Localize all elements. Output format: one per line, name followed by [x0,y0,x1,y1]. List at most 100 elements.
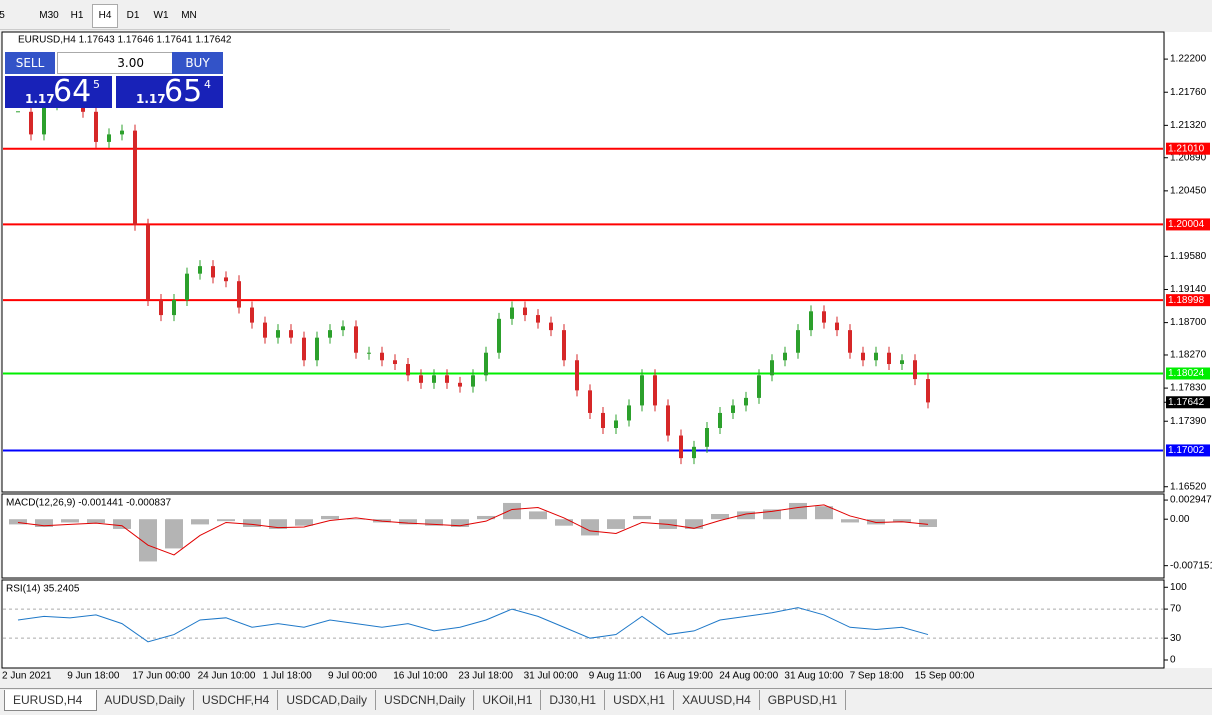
candle [458,382,462,387]
tab[interactable]: USDCAD,Daily [278,690,377,710]
candle [822,311,826,323]
tab[interactable]: EURUSD,H4 [4,690,98,711]
y-tick-label: 1.17390 [1170,416,1207,427]
level-tag [1166,218,1210,231]
bid-sup: 5 [93,78,100,91]
candle [354,326,358,353]
x-tick-label: 16 Aug 19:00 [654,671,713,682]
candle [133,130,137,225]
y-tick-label: 1.16520 [1170,481,1207,492]
candle [328,330,332,338]
tab-bar [0,688,1212,715]
candle [367,352,371,354]
candle [900,360,904,365]
candle [575,360,579,391]
candle [874,352,878,361]
timeframe-button[interactable]: 5 [0,10,5,21]
macd-bar [867,519,885,525]
y-tick-label: 1.21320 [1170,120,1207,131]
candle [536,315,540,323]
candle [861,352,865,361]
macd-bar [893,519,911,523]
level-tag [1166,142,1210,155]
volume-input[interactable]: 3.00 [57,52,175,74]
rsi-frame [1,579,1165,669]
y-tick-label: 30 [1170,633,1182,644]
y-tick-label: 1.19580 [1170,251,1207,262]
macd-bar [789,502,807,520]
tab[interactable]: USDCHF,H4 [194,690,279,710]
y-tick-label: 0 [1170,655,1176,666]
candle [42,104,46,135]
y-tick-label: 1.17830 [1170,383,1207,394]
macd-bar [217,519,235,522]
macd-bar [711,514,729,520]
y-tick-label: 1.21760 [1170,87,1207,98]
tab[interactable]: USDCNH,Daily [376,690,475,710]
macd-bar [191,519,209,525]
rsi-title: RSI(14) 35.2405 [6,584,80,595]
tab[interactable]: DJ30,H1 [541,690,606,710]
macd-bar [685,519,703,529]
candle [705,428,709,447]
x-tick-label: 2 Jun 2021 [2,671,52,682]
candle [835,322,839,331]
candle [211,266,215,278]
candle [913,360,917,380]
x-tick-label: 24 Aug 00:00 [719,671,778,682]
candle [302,337,306,361]
candle [692,446,696,459]
candle [484,352,488,376]
level-tag [1166,367,1210,380]
macd-bar [555,519,573,526]
bid-price[interactable]: 1.17 64 5 [5,74,112,109]
x-tick-label: 17 Jun 00:00 [132,671,190,682]
timeframe-button[interactable]: W1 [153,10,169,21]
current-tag [1166,396,1210,409]
timeframe-button[interactable]: M30 [39,10,59,21]
timeframe-button[interactable]: MN [181,10,197,21]
toolbar: 5 M30 H1 H4 D1 W1 MN [0,0,450,30]
macd-frame [1,493,1165,579]
macd-bar [607,519,625,529]
candle [276,330,280,338]
symbol-title: EURUSD,H4 1.17643 1.17646 1.17641 1.1764… [18,35,232,46]
bid-prefix: 1.17 [25,92,55,106]
tab[interactable]: UKOil,H1 [474,690,542,710]
buy-button[interactable]: BUY [172,52,223,74]
candle [198,266,202,274]
macd-bar [477,515,495,520]
macd-bar [633,515,651,520]
timeframe-button[interactable]: D1 [126,10,140,21]
candle [315,337,319,361]
timeframe-button[interactable]: H1 [70,10,84,21]
tab[interactable]: GBPUSD,H1 [760,690,847,710]
sell-button[interactable]: SELL [5,52,55,74]
candle [718,412,722,429]
y-tick-label: 0.002947 [1170,495,1212,506]
tab[interactable]: USDX,H1 [605,690,675,710]
candle [29,111,33,135]
candle [549,322,553,331]
ask-price[interactable]: 1.17 65 4 [116,74,223,109]
candle [94,111,98,142]
candle [471,375,475,387]
macd-bar [9,519,27,525]
tab[interactable]: XAUUSD,H4 [674,690,760,710]
y-tick-label: 1.18700 [1170,317,1207,328]
macd-bar [321,515,339,520]
candle [120,130,124,135]
candle [679,435,683,459]
candle [601,412,605,429]
candle [406,364,410,376]
y-tick-label: 1.20450 [1170,185,1207,196]
y-tick-label: 1.22200 [1170,54,1207,65]
candle [497,318,501,353]
candle [887,352,891,365]
tab[interactable]: AUDUSD,Daily [96,690,195,710]
macd-bar [425,519,443,526]
candle [250,307,254,323]
timeframe-button[interactable]: H4 [92,4,118,28]
candle [289,330,293,338]
x-tick-label: 9 Jun 18:00 [67,671,120,682]
